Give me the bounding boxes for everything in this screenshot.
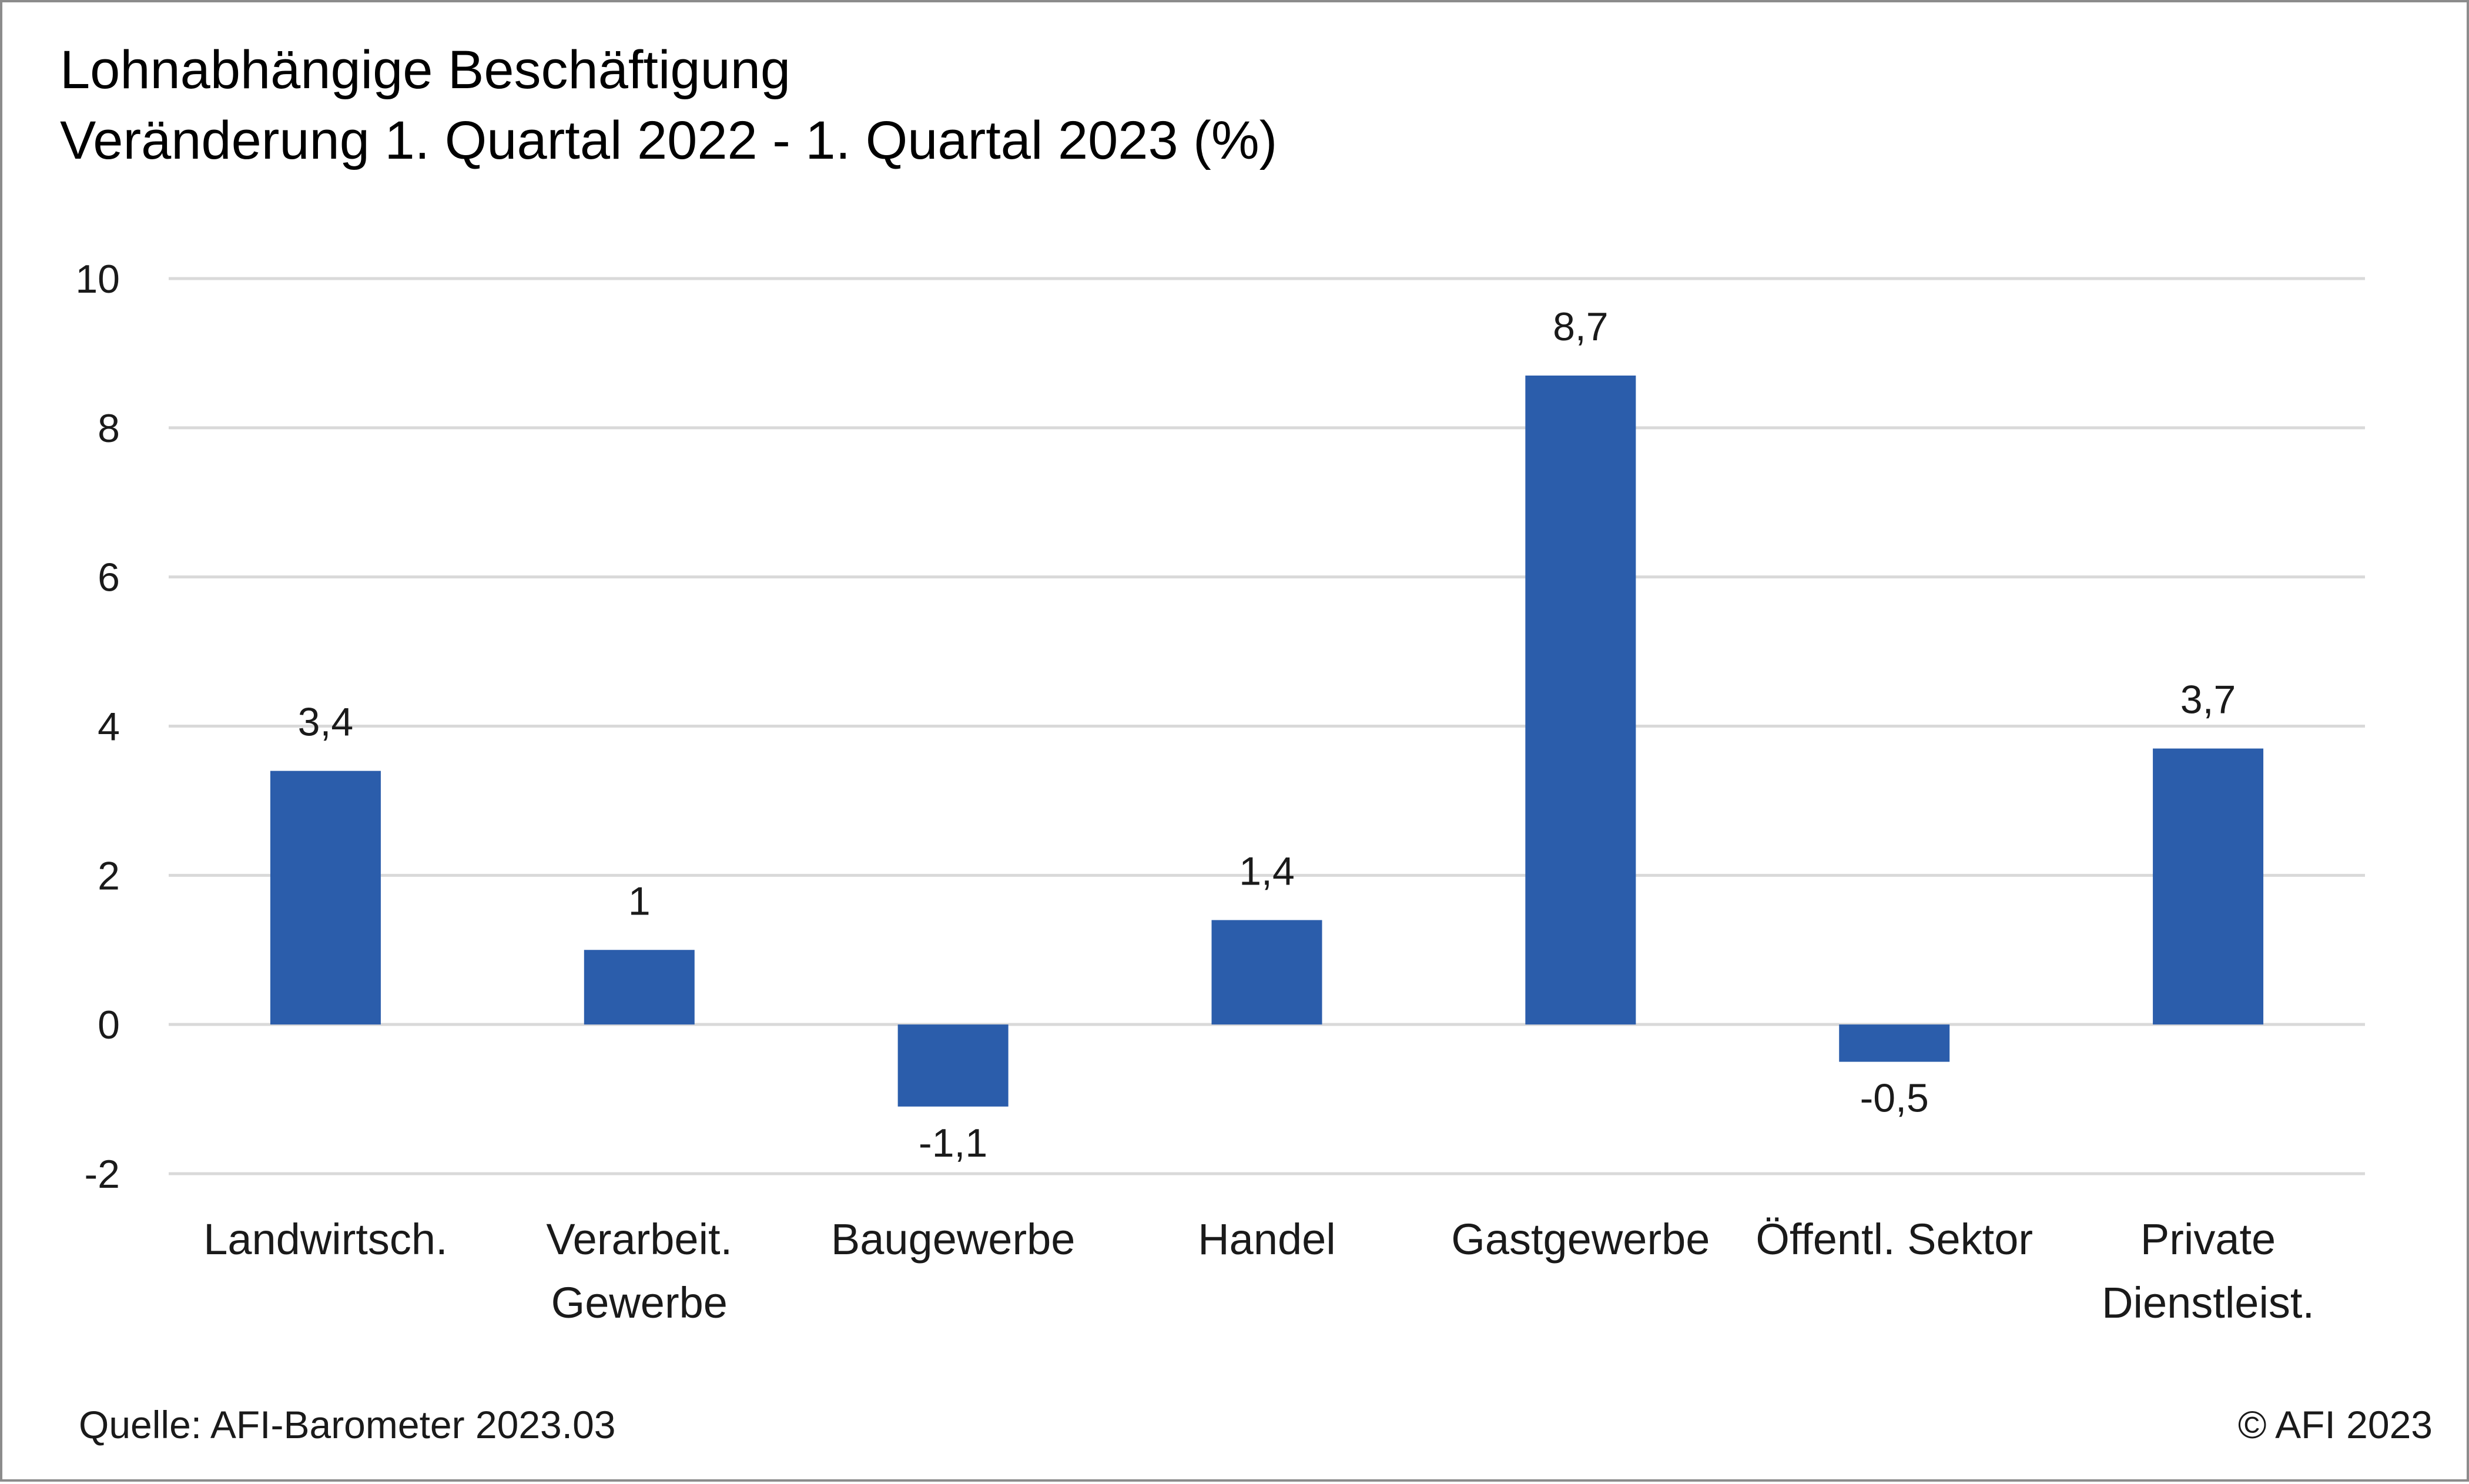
category-label: Verarbeit. <box>546 1215 732 1264</box>
y-tick-label: 2 <box>98 853 120 898</box>
y-tick-label: 8 <box>98 406 120 451</box>
bar <box>584 950 695 1025</box>
data-label: -1,1 <box>919 1121 987 1165</box>
chart-title: Lohnabhängige Beschäftigung Veränderung … <box>60 35 1277 176</box>
y-tick-label: -2 <box>85 1152 120 1197</box>
category-label: Private <box>2140 1215 2276 1264</box>
data-label: 1 <box>628 879 651 923</box>
y-tick-label: 4 <box>98 705 120 749</box>
category-label: Öffentl. Sektor <box>1756 1215 2033 1264</box>
data-label: 8,7 <box>1553 304 1609 349</box>
y-tick-label: 6 <box>98 555 120 600</box>
chart-title-line1: Lohnabhängige Beschäftigung <box>60 40 791 100</box>
copyright-note: © AFI 2023 <box>2237 1403 2433 1446</box>
bar <box>1211 920 1322 1025</box>
data-labels: 3,4 1 -1,1 1,4 8,7 -0,5 3,7 <box>298 304 2236 1165</box>
category-label: Baugewerbe <box>831 1215 1076 1264</box>
chart-title-line2: Veränderung 1. Quartal 2022 - 1. Quartal… <box>60 110 1278 170</box>
data-label: 3,4 <box>298 700 354 745</box>
bar <box>270 771 381 1025</box>
y-axis-ticks: 10 8 6 4 2 0 -2 <box>75 257 120 1197</box>
data-label: 3,7 <box>2180 678 2236 722</box>
bar <box>2153 748 2264 1025</box>
bars <box>270 375 2264 1107</box>
gridlines <box>169 277 2365 1175</box>
data-label: 1,4 <box>1239 849 1295 893</box>
data-label: -0,5 <box>1860 1076 1929 1121</box>
bar <box>1839 1024 1950 1062</box>
y-tick-label: 10 <box>75 257 120 302</box>
category-label: Gewerbe <box>551 1278 728 1327</box>
bar <box>1525 375 1636 1025</box>
y-tick-label: 0 <box>98 1003 120 1047</box>
x-axis-labels: Landwirtsch. Verarbeit. Gewerbe Baugewerbe H… <box>203 1215 2314 1327</box>
source-note: Quelle: AFI-Barometer 2023.03 <box>79 1403 616 1446</box>
category-label: Landwirtsch. <box>203 1215 447 1264</box>
bar <box>897 1024 1009 1107</box>
category-label: Dienstleist. <box>2102 1278 2314 1327</box>
category-label: Handel <box>1198 1215 1336 1264</box>
category-label: Gastgewerbe <box>1451 1215 1710 1264</box>
